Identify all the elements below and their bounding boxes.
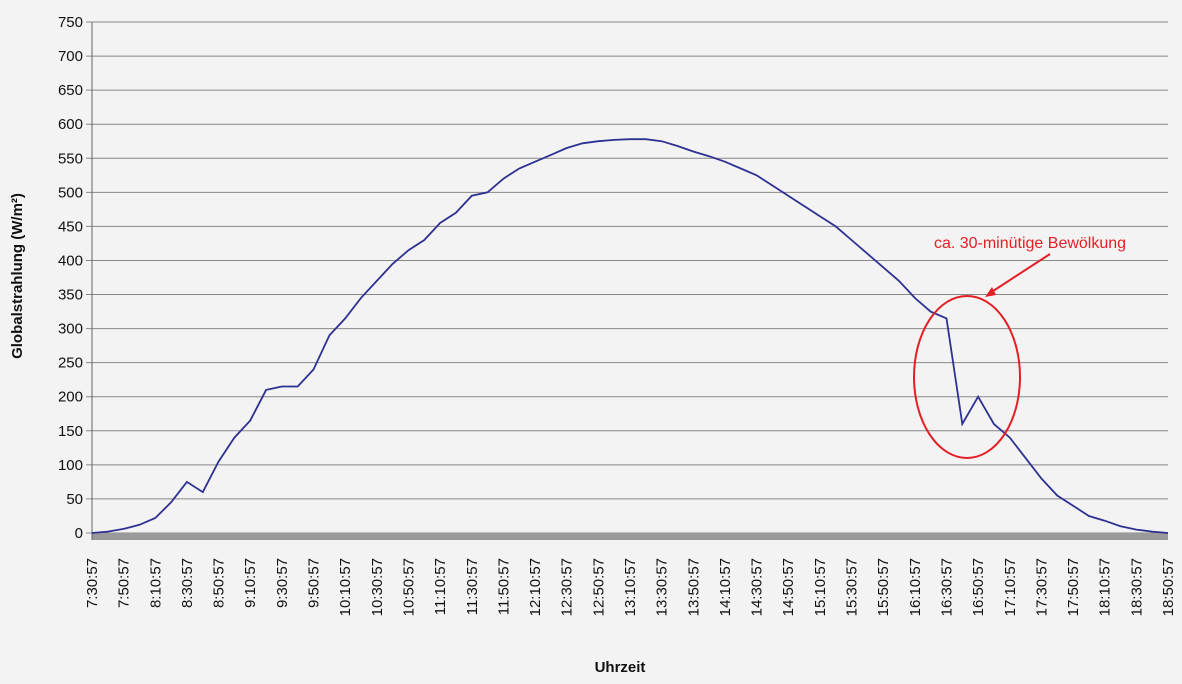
x-tick-label: 18:10:57 [1097,558,1114,616]
x-tick-label: 10:30:57 [369,558,386,616]
x-tick-label: 15:10:57 [812,558,829,616]
y-tick-label: 600 [58,116,83,133]
y-tick-label: 650 [58,82,83,99]
y-tick-label: 150 [58,423,83,440]
x-axis-band [92,533,1168,540]
x-tick-label: 7:30:57 [84,558,101,608]
x-axis-label: Uhrzeit [595,659,646,676]
x-tick-label: 14:50:57 [780,558,797,616]
x-tick-label: 12:30:57 [559,558,576,616]
x-tick-label: 16:30:57 [938,558,955,616]
y-tick-label: 350 [58,287,83,304]
x-tick-label: 12:50:57 [590,558,607,616]
y-tick-label: 300 [58,321,83,338]
annotation-arrow [989,253,1051,294]
x-tick-label: 18:50:57 [1160,558,1177,616]
data-line [91,138,1169,534]
x-tick-label: 13:50:57 [685,558,702,616]
x-tick-label: 13:30:57 [654,558,671,616]
x-tick-label: 7:50:57 [116,558,133,608]
x-tick-label: 14:30:57 [749,558,766,616]
x-tick-label: 8:50:57 [211,558,228,608]
x-tick-label: 14:10:57 [717,558,734,616]
y-axis-label: Globalstrahlung (W/m²) [9,193,26,359]
x-tick-label: 11:10:57 [432,558,449,615]
x-tick-label: 16:10:57 [907,558,924,616]
y-tick-label: 50 [66,491,83,508]
x-tick-label: 15:50:57 [875,558,892,616]
y-tick-label: 0 [75,525,83,542]
x-tick-label: 13:10:57 [622,558,639,616]
x-tick-label: 8:30:57 [179,558,196,608]
annotation-arrowhead [985,287,996,297]
y-tick-label: 450 [58,218,83,235]
x-tick-label: 8:10:57 [147,558,164,608]
y-tick-label: 400 [58,252,83,269]
x-tick-label: 10:50:57 [400,558,417,616]
y-tick-label: 550 [58,150,83,167]
y-tick-label: 100 [58,457,83,474]
x-tick-label: 11:50:57 [495,558,512,615]
x-tick-label: 9:50:57 [306,558,323,608]
x-tick-label: 9:10:57 [242,558,259,608]
y-tick-label: 500 [58,184,83,201]
x-tick-label: 17:50:57 [1065,558,1082,616]
x-tick-label: 12:10:57 [527,558,544,616]
x-tick-label: 17:30:57 [1033,558,1050,616]
x-tick-label: 15:30:57 [844,558,861,616]
x-tick-label: 9:30:57 [274,558,291,608]
annotation-ellipse [913,295,1021,459]
x-tick-label: 16:50:57 [970,558,987,616]
y-tick-label: 750 [58,14,83,31]
x-tick-label: 11:30:57 [464,558,481,615]
y-tick-label: 700 [58,48,83,65]
y-tick-label: 200 [58,389,83,406]
annotation: ca. 30-minütige Bewölkung [934,235,1126,252]
x-tick-label: 17:10:57 [1002,558,1019,616]
y-tick-label: 250 [58,355,83,372]
x-tick-label: 18:30:57 [1128,558,1145,616]
x-tick-label: 10:10:57 [337,558,354,616]
